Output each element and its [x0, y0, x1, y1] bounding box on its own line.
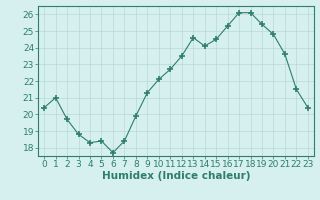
- X-axis label: Humidex (Indice chaleur): Humidex (Indice chaleur): [102, 171, 250, 181]
